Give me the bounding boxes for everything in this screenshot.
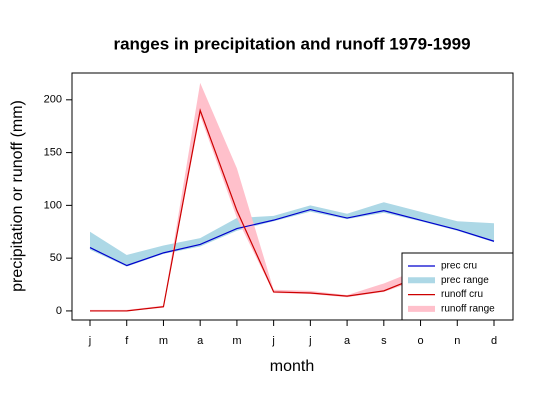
x-tick-label: f bbox=[125, 335, 129, 347]
x-tick-label: m bbox=[159, 335, 168, 347]
data-line bbox=[89, 208, 495, 267]
legend-label: runoff cru bbox=[441, 289, 483, 300]
x-tick-label: o bbox=[417, 335, 423, 347]
y-tick-label: 200 bbox=[44, 94, 62, 106]
x-tick-label: d bbox=[491, 335, 497, 347]
x-axis-label: month bbox=[270, 358, 314, 375]
x-tick-label: a bbox=[344, 335, 351, 347]
y-tick-label: 150 bbox=[44, 146, 62, 158]
x-tick-label: n bbox=[454, 335, 460, 347]
y-axis-label: precipitation or runoff (mm) bbox=[9, 100, 26, 292]
y-tick-label: 50 bbox=[50, 252, 62, 264]
range-band bbox=[90, 82, 494, 311]
x-tick-label: j bbox=[88, 335, 91, 347]
x-tick-label: a bbox=[197, 335, 204, 347]
y-tick-label: 0 bbox=[56, 305, 62, 317]
x-tick-label: s bbox=[381, 335, 387, 347]
legend-label: runoff range bbox=[441, 304, 495, 315]
x-tick-label: m bbox=[232, 335, 241, 347]
legend-label: prec cru bbox=[441, 261, 477, 272]
legend-label: prec range bbox=[441, 275, 489, 286]
x-tick-label: j bbox=[308, 335, 311, 347]
chart-title: ranges in precipitation and runoff 1979-… bbox=[113, 34, 470, 53]
y-tick-label: 100 bbox=[44, 199, 62, 211]
x-tick-label: j bbox=[271, 335, 274, 347]
